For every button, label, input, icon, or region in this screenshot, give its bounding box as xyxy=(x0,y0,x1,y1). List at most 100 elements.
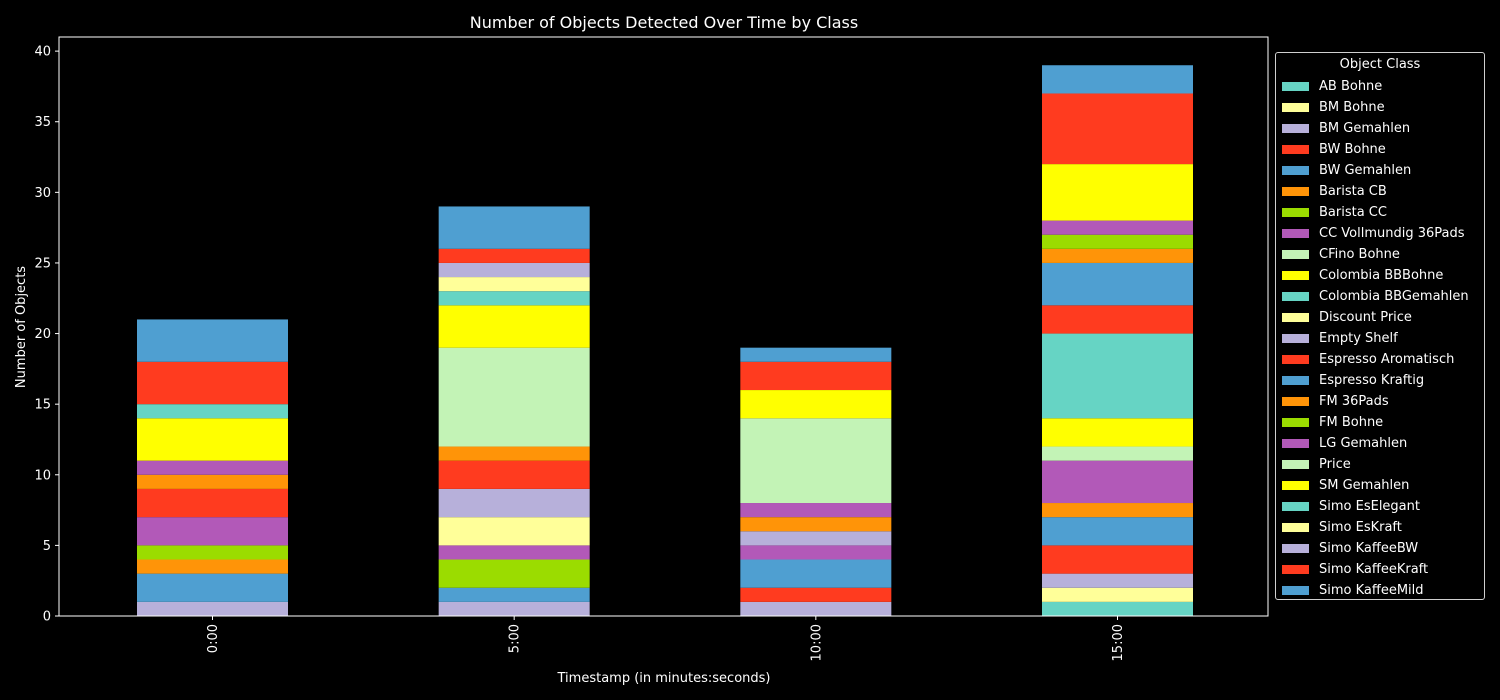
legend-swatch xyxy=(1282,564,1309,574)
x-tick-label: 10:00 xyxy=(809,624,824,661)
legend-swatch xyxy=(1282,480,1309,490)
legend-label: Colombia BBGemahlen xyxy=(1319,288,1469,304)
y-axis: 0 5 10 15 20 25 30 35 40 xyxy=(34,45,59,625)
legend-label: BW Gemahlen xyxy=(1319,162,1412,178)
bar-segment xyxy=(740,559,892,588)
legend-label: FM 36Pads xyxy=(1319,393,1389,409)
legend-label: Espresso Kraftig xyxy=(1319,372,1425,388)
legend-item: AB Bohne xyxy=(1282,78,1382,94)
x-tick-label: 5:00 xyxy=(508,624,523,653)
legend-item: Simo EsElegant xyxy=(1282,498,1420,514)
legend-label: BM Gemahlen xyxy=(1319,120,1411,136)
bar-segment xyxy=(137,559,288,574)
bar-segment xyxy=(438,277,590,292)
x-tick-label: 0:00 xyxy=(206,624,221,653)
legend-swatch xyxy=(1282,186,1309,196)
bar-segment xyxy=(1042,262,1193,306)
bar-segment xyxy=(740,390,892,419)
legend-swatch xyxy=(1282,291,1309,301)
y-tick-label: 5 xyxy=(43,539,51,554)
bar-segment xyxy=(438,291,590,306)
bar-segment xyxy=(137,319,288,362)
bar-segment xyxy=(1042,517,1193,546)
bar-segment xyxy=(137,404,288,419)
y-tick-label: 15 xyxy=(34,398,51,413)
bar-segment xyxy=(137,488,288,518)
legend-swatch xyxy=(1282,438,1309,448)
legend-label: Simo KaffeeBW xyxy=(1319,540,1419,556)
x-axis-label: Timestamp (in minutes:seconds) xyxy=(557,671,771,686)
bar-segment xyxy=(1042,545,1193,574)
x-axis: 0:00 5:00 10:00 15:00 xyxy=(206,616,1126,661)
legend-swatch xyxy=(1282,249,1309,259)
legend-swatch xyxy=(1282,417,1309,427)
legend-label: Colombia BBBohne xyxy=(1319,267,1444,283)
y-tick-label: 20 xyxy=(34,327,51,342)
legend-item: Barista CC xyxy=(1282,204,1387,220)
legend-item: BM Bohne xyxy=(1282,99,1385,115)
bar-segment xyxy=(1042,601,1193,616)
legend-swatch xyxy=(1282,207,1309,217)
legend-item: Espresso Aromatisch xyxy=(1282,351,1454,367)
legend-item: LG Gemahlen xyxy=(1282,435,1407,451)
legend-label: Simo KaffeeMild xyxy=(1319,582,1424,598)
bar-segment xyxy=(740,587,892,602)
bar-segment xyxy=(1042,460,1193,504)
legend-item: SM Gemahlen xyxy=(1282,477,1409,493)
bar-segment xyxy=(438,446,590,461)
bar-segment xyxy=(438,559,590,588)
legend-item: BW Bohne xyxy=(1282,141,1386,157)
bar-segment xyxy=(740,503,892,518)
legend-label: BW Bohne xyxy=(1319,141,1386,157)
y-tick-label: 35 xyxy=(34,115,51,130)
legend-label: Discount Price xyxy=(1319,309,1412,325)
legend-item: BW Gemahlen xyxy=(1282,162,1411,178)
bar-segment xyxy=(740,361,892,391)
legend-label: Espresso Aromatisch xyxy=(1319,351,1455,367)
legend-item: FM Bohne xyxy=(1282,414,1383,430)
y-tick-label: 30 xyxy=(34,186,51,201)
legend-label: Price xyxy=(1319,456,1351,472)
bar-segment xyxy=(438,347,590,447)
legend-label: BM Bohne xyxy=(1319,99,1385,115)
legend-swatch xyxy=(1282,81,1309,91)
legend-label: FM Bohne xyxy=(1319,414,1384,430)
bar-segment xyxy=(137,545,288,560)
bar-segment xyxy=(1042,234,1193,249)
legend-label: SM Gemahlen xyxy=(1319,477,1410,493)
legend-label: Simo EsElegant xyxy=(1319,498,1420,514)
legend-swatch xyxy=(1282,396,1309,406)
legend-label: Barista CB xyxy=(1319,183,1387,199)
bar-segment xyxy=(1042,587,1193,602)
legend-swatch xyxy=(1282,123,1309,133)
bar-segment xyxy=(137,460,288,475)
bar-segment xyxy=(137,601,288,616)
legend-title: Object Class xyxy=(1339,57,1421,72)
legend: Object Class AB Bohne BM Bohne BM Gemahlen… xyxy=(1275,52,1485,600)
legend-swatch xyxy=(1282,375,1309,385)
bar-segment xyxy=(137,418,288,461)
x-tick-label: 15:00 xyxy=(1111,624,1126,661)
y-axis-label: Number of Objects xyxy=(14,266,29,388)
y-tick-label: 10 xyxy=(34,468,51,483)
bar-segment xyxy=(740,531,892,546)
bar-segment xyxy=(1042,573,1193,588)
legend-label: AB Bohne xyxy=(1319,78,1383,94)
bar-segment xyxy=(438,305,590,348)
legend-item: Barista CB xyxy=(1282,183,1387,199)
legend-swatch xyxy=(1282,144,1309,154)
bar-segment xyxy=(1042,446,1193,461)
legend-item: Simo EsKraft xyxy=(1282,519,1402,535)
bar-segment xyxy=(1042,305,1193,334)
legend-swatch xyxy=(1282,102,1309,112)
legend-item: Discount Price xyxy=(1282,309,1412,325)
legend-swatch xyxy=(1282,501,1309,511)
legend-swatch xyxy=(1282,354,1309,364)
bar-segment xyxy=(740,347,892,362)
y-tick-label: 40 xyxy=(34,45,51,60)
legend-swatch xyxy=(1282,333,1309,343)
chart-title: Number of Objects Detected Over Time by … xyxy=(470,13,858,32)
bar-segment xyxy=(1042,65,1193,94)
bar-segment xyxy=(137,474,288,489)
